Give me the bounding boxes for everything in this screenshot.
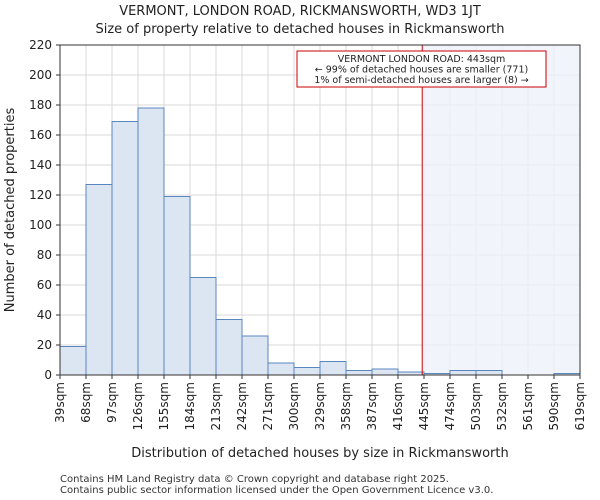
x-tick-label: 619sqm [573,382,587,430]
annotation-line-3: 1% of semi-detached houses are larger (8… [314,75,528,86]
y-tick-label: 200 [29,68,52,82]
x-tick-label: 39sqm [53,382,67,423]
histogram-bar [319,361,347,376]
y-tick-label: 180 [29,98,52,112]
histogram-bar [137,107,165,376]
x-tick-label: 271sqm [261,382,275,430]
y-tick-label: 140 [29,158,52,172]
x-tick-label: 126sqm [131,382,145,430]
x-tick-label: 68sqm [79,382,93,423]
annotation-line-1: VERMONT LONDON ROAD: 443sqm [338,54,505,65]
x-tick-label: 358sqm [339,382,353,430]
x-tick-label: 387sqm [365,382,379,430]
x-tick-label: 532sqm [495,382,509,430]
x-tick-label: 97sqm [105,382,119,423]
histogram-bar [475,370,503,376]
x-tick-label: 329sqm [313,382,327,430]
x-tick-label: 184sqm [183,382,197,430]
footer-line-2: Contains public sector information licen… [60,485,494,496]
y-tick-label: 120 [29,188,52,202]
annotation-line-2: ← 99% of detached houses are smaller (77… [315,65,528,76]
histogram-bar [215,319,243,376]
highlight-region [422,45,580,375]
x-axis-label: Distribution of detached houses by size … [131,446,508,461]
x-tick-label: 213sqm [209,382,223,430]
x-tick-label: 503sqm [469,382,483,430]
histogram-bar [85,184,113,376]
histogram-bar [163,196,191,376]
y-tick-label: 220 [29,38,52,52]
bars-layer [59,107,581,376]
histogram-bar [241,335,269,376]
annotation-box-border [296,50,547,88]
x-tick-label: 561sqm [521,382,535,430]
x-tick-label: 590sqm [547,382,561,430]
x-tick-label: 445sqm [417,382,431,430]
annotation-box: VERMONT LONDON ROAD: 443sqm ← 99% of det… [296,50,547,88]
x-tick-label: 474sqm [443,382,457,430]
y-tick-label: 100 [29,218,52,232]
y-tick-label: 80 [37,248,52,262]
y-tick-label: 60 [37,278,52,292]
histogram-bar [59,346,87,376]
histogram-bar [371,368,399,376]
histogram-bar [267,362,295,376]
histogram-bar [449,370,477,376]
x-tick-label: 300sqm [287,382,301,430]
y-axis-label: Number of detached properties [3,108,18,313]
y-tick-label: 40 [37,308,52,322]
histogram-bar [293,367,321,376]
chart-subtitle: Size of property relative to detached ho… [95,22,505,37]
axes-layer: 0 20 40 60 80 100 120 140 160 180 200 220 39sqm 68sqm… [29,38,587,430]
histogram-bar [345,370,373,376]
y-tick-label: 20 [37,338,52,352]
x-tick-label: 155sqm [157,382,171,430]
y-tick-label: 0 [44,368,52,382]
footer-line-1: Contains HM Land Registry data © Crown c… [60,474,449,485]
histogram-chart: 0 20 40 60 80 100 120 140 160 180 200 220 39sqm 68sqm… [3,38,587,461]
x-tick-label: 242sqm [235,382,249,430]
histogram-bar [189,277,217,376]
y-tick-label: 160 [29,128,52,142]
histogram-bar [111,121,139,376]
x-tick-label: 416sqm [391,382,405,430]
chart-title: VERMONT, LONDON ROAD, RICKMANSWORTH, WD3… [119,4,481,19]
